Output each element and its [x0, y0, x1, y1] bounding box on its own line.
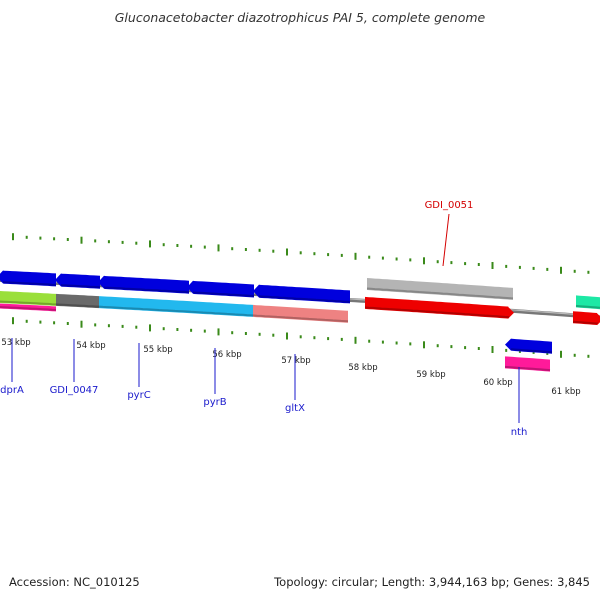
scale-label: 57 kbp [281, 356, 310, 366]
scale-label: 55 kbp [143, 345, 172, 355]
gene-label: pyrB [203, 397, 226, 408]
feature-shade-7 [98, 305, 254, 317]
feature-block-4 [253, 284, 350, 304]
gene-labels: dprA GDI_0047 pyrC pyrB gltX nth GDI_0051 [0, 200, 527, 438]
outer-scale-ticks [12, 233, 590, 274]
scale-label: 59 kbp [416, 370, 445, 380]
feature-shade-3 [192, 291, 255, 297]
feature-shade-5 [0, 300, 57, 306]
topology-text: Topology: circular; Length: 3,944,163 bp… [274, 575, 590, 589]
feature-block-6 [56, 293, 99, 309]
feature-shade-8 [252, 314, 349, 323]
feature-block-14 [505, 338, 552, 354]
feature-shade-2 [103, 286, 190, 294]
feature-shade-15 [504, 365, 551, 372]
feature-block-8 [253, 304, 348, 323]
feature-shade-0 [2, 281, 57, 286]
gene-label: gltX [285, 403, 305, 414]
feature-shade-6 [55, 303, 100, 308]
feature-shade-11 [364, 306, 510, 319]
gene-label: GDI_0047 [50, 385, 99, 396]
scale-labels: 53 kbp 54 kbp 55 kbp 56 kbp 57 kbp 58 kbp 59 k… [1, 338, 580, 397]
gene-label: dprA [0, 385, 24, 396]
gene-label: pyrC [127, 390, 150, 401]
feature-block-7 [99, 296, 253, 317]
scale-label: 61 kbp [551, 387, 580, 397]
gene-label: nth [511, 427, 528, 438]
scale-label: 60 kbp [483, 378, 512, 388]
feature-block-15 [505, 356, 550, 372]
feature-shade-14 [510, 348, 553, 354]
scale-label: 54 kbp [76, 341, 105, 351]
gene-label: GDI_0051 [425, 200, 474, 211]
feature-shade-4 [258, 295, 351, 303]
scale-label: 56 kbp [212, 350, 241, 360]
accession-text: Accession: NC_010125 [9, 575, 140, 589]
feature-block-9 [0, 303, 56, 312]
feature-shade-13 [572, 320, 598, 325]
feature-block-12 [576, 295, 600, 310]
feature-shade-10 [366, 287, 514, 300]
feature-block-13 [573, 311, 600, 326]
feature-block-11 [365, 296, 514, 319]
feature-block-2 [98, 275, 189, 294]
scale-label: 58 kbp [348, 363, 377, 373]
feature-block-1 [55, 273, 100, 289]
feature-block-5 [0, 291, 56, 306]
genome-title: Gluconacetobacter diazotrophicus PAI 5, … [114, 10, 486, 25]
feature-block-10 [367, 278, 513, 300]
feature-block-3 [187, 280, 254, 298]
feature-shade-9 [0, 306, 57, 311]
feature-shade-1 [60, 284, 101, 289]
feature-tracks [0, 270, 600, 372]
feature-shade-12 [575, 304, 600, 309]
inner-scale-ticks [12, 317, 590, 358]
gene-label-leader [442, 213, 450, 267]
feature-block-0 [0, 270, 56, 287]
scale-label: 53 kbp [1, 338, 30, 348]
